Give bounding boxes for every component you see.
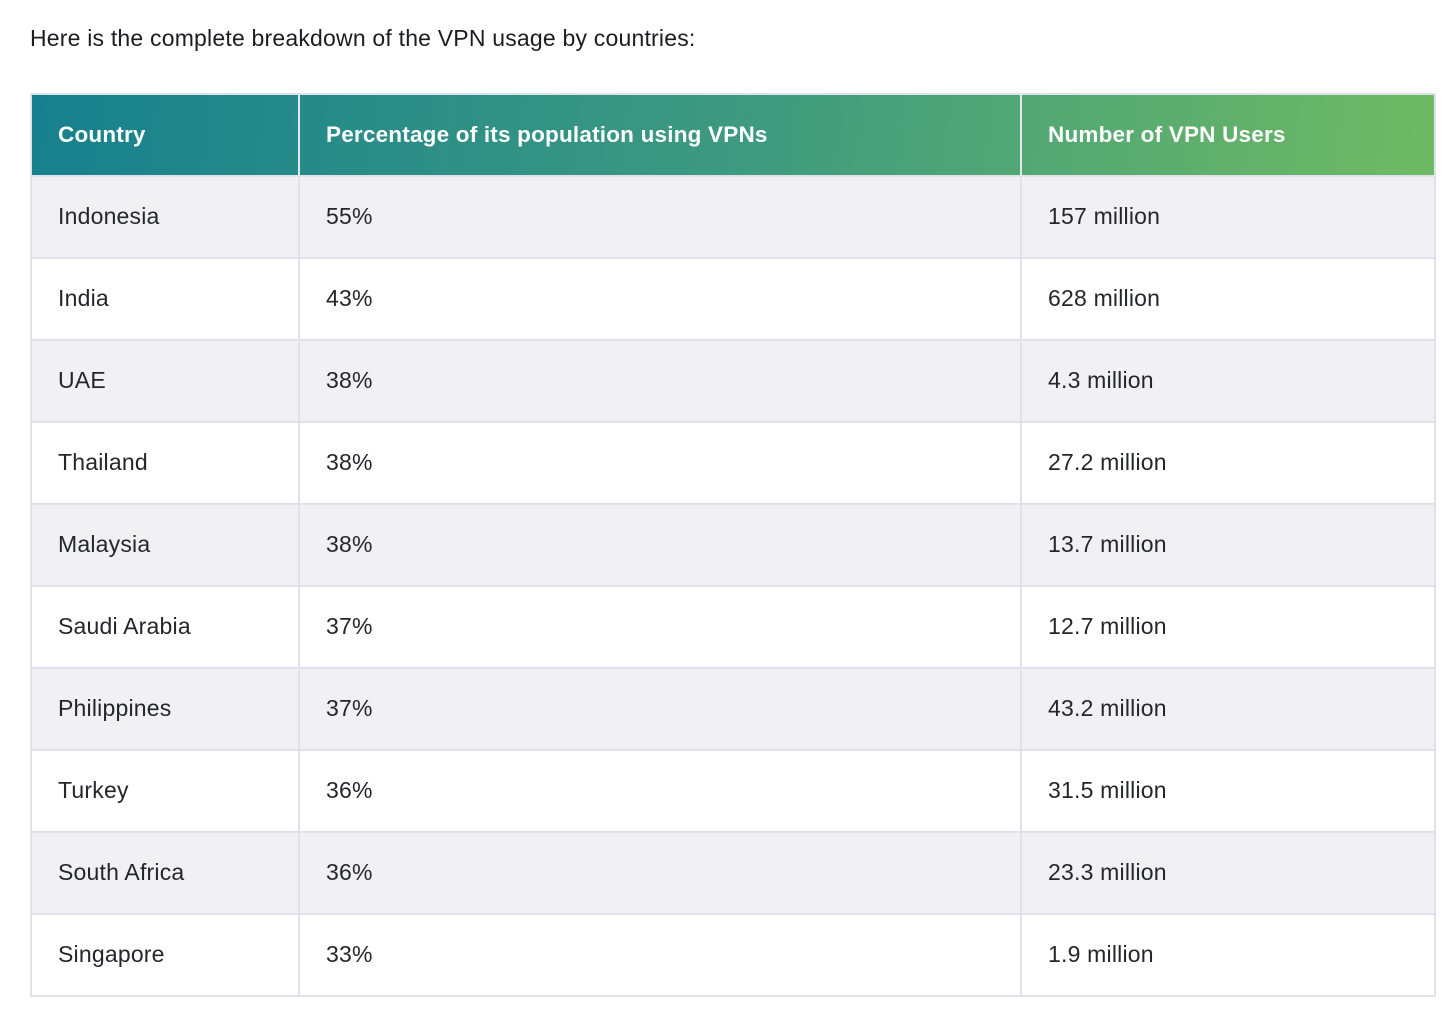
table-row: Indonesia 55% 157 million — [30, 174, 1436, 259]
column-header-users: Number of VPN Users — [1020, 93, 1435, 176]
percentage-cell: 38% — [298, 338, 1022, 423]
vpn-usage-table: Country Percentage of its population usi… — [30, 92, 1436, 997]
users-cell: 4.3 million — [1020, 338, 1436, 423]
table-row: Philippines 37% 43.2 million — [30, 666, 1436, 751]
table-row: India 43% 628 million — [30, 256, 1436, 341]
table-row: Turkey 36% 31.5 million — [30, 748, 1436, 833]
table-header-row: Country Percentage of its population usi… — [31, 93, 1435, 176]
table-row: Saudi Arabia 37% 12.7 million — [30, 584, 1436, 669]
country-cell: Saudi Arabia — [30, 584, 300, 669]
percentage-cell: 37% — [298, 666, 1022, 751]
intro-text: Here is the complete breakdown of the VP… — [30, 25, 696, 51]
table-body: Indonesia 55% 157 million India 43% 628 milli… — [30, 174, 1436, 997]
users-cell: 23.3 million — [1020, 830, 1436, 915]
table-row: Thailand 38% 27.2 million — [30, 420, 1436, 505]
percentage-cell: 36% — [298, 748, 1022, 833]
percentage-cell: 37% — [298, 584, 1022, 669]
country-cell: Philippines — [30, 666, 300, 751]
users-cell: 1.9 million — [1020, 912, 1436, 997]
table-row: South Africa 36% 23.3 million — [30, 830, 1436, 915]
country-cell: Indonesia — [30, 174, 300, 259]
percentage-cell: 43% — [298, 256, 1022, 341]
users-cell: 43.2 million — [1020, 666, 1436, 751]
column-header-country: Country — [58, 121, 146, 147]
users-cell: 13.7 million — [1020, 502, 1436, 587]
users-cell: 628 million — [1020, 256, 1436, 341]
country-cell: South Africa — [30, 830, 300, 915]
table-header: Country Percentage of its population usi… — [31, 93, 1435, 176]
table-row: UAE 38% 4.3 million — [30, 338, 1436, 423]
table-row: Singapore 33% 1.9 million — [30, 912, 1436, 997]
country-cell: Turkey — [30, 748, 300, 833]
percentage-cell: 55% — [298, 174, 1022, 259]
country-cell: India — [30, 256, 300, 341]
percentage-cell: 33% — [298, 912, 1022, 997]
country-cell: UAE — [30, 338, 300, 423]
percentage-cell: 38% — [298, 420, 1022, 505]
country-cell: Singapore — [30, 912, 300, 997]
table-row: Malaysia 38% 13.7 million — [30, 502, 1436, 587]
column-header-percentage: Percentage of its population using VPNs — [298, 93, 1021, 176]
users-cell: 157 million — [1020, 174, 1436, 259]
users-cell: 27.2 million — [1020, 420, 1436, 505]
users-cell: 31.5 million — [1020, 748, 1436, 833]
country-cell: Malaysia — [30, 502, 300, 587]
country-cell: Thailand — [30, 420, 300, 505]
percentage-cell: 38% — [298, 502, 1022, 587]
users-cell: 12.7 million — [1020, 584, 1436, 669]
percentage-cell: 36% — [298, 830, 1022, 915]
